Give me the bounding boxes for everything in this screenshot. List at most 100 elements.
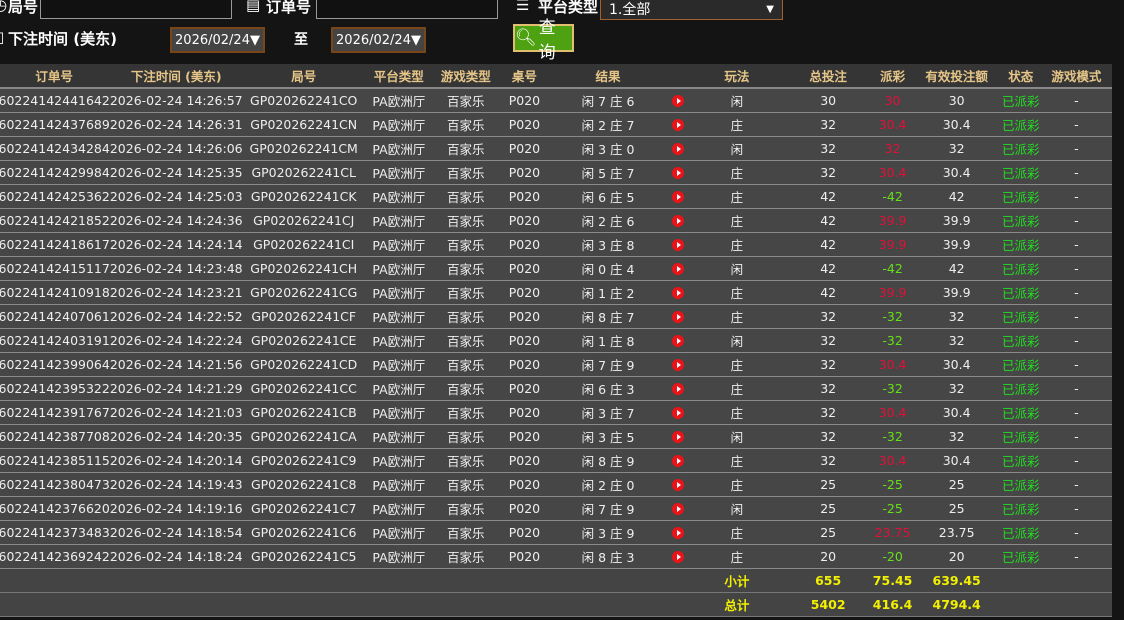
payout-cell: -25: [872, 472, 913, 497]
valid-bet-cell: 30: [912, 88, 1001, 113]
valid-bet-cell: 25: [912, 496, 1001, 521]
play-video-icon[interactable]: [672, 503, 685, 515]
play-video-icon[interactable]: [672, 527, 685, 539]
order-id-cell: 60224142391767: [0, 400, 110, 425]
bet-time-cell: 2026-02-24 14:24:14: [109, 232, 243, 257]
replay-cell: [665, 496, 691, 521]
play-video-icon[interactable]: [672, 335, 685, 347]
play-video-icon[interactable]: [672, 383, 685, 395]
status-cell: 已派彩: [1000, 304, 1041, 329]
bet-time-cell: 2026-02-24 14:23:48: [109, 256, 243, 281]
play-video-icon[interactable]: [672, 95, 685, 108]
column-header: 有效投注额: [912, 64, 1001, 89]
platform-cell: PA欧洲厅: [364, 208, 433, 233]
table-no-cell: P020: [498, 520, 551, 545]
play-video-icon[interactable]: [672, 479, 685, 491]
play-video-icon[interactable]: [672, 431, 685, 443]
platform-cell: PA欧洲厅: [364, 136, 433, 161]
total-bet-cell: 32: [783, 160, 873, 185]
result-cell: 闲 3 庄 5: [550, 424, 666, 449]
total-bet-cell: 25: [783, 520, 873, 545]
payout-cell: 39.9: [872, 232, 913, 257]
play-video-icon[interactable]: [672, 167, 685, 179]
play-video-icon[interactable]: [672, 287, 685, 299]
result-cell: 闲 1 庄 2: [550, 280, 666, 305]
platform-cell: PA欧洲厅: [364, 424, 433, 449]
play-video-icon[interactable]: [672, 359, 685, 371]
total-bet-cell: 42: [783, 208, 873, 233]
result-cell: 闲 3 庄 8: [550, 232, 666, 257]
round-id-cell: GP020262241CK: [242, 184, 365, 209]
column-header: 游戏类型: [432, 64, 499, 89]
round-icon: ◷: [0, 0, 8, 14]
payout-cell: 23.75: [872, 520, 913, 545]
platform-icon: ☰: [516, 0, 530, 14]
game-type-cell: 百家乐: [432, 136, 499, 161]
order-id-cell: 60224142421852: [0, 208, 110, 233]
order-id-cell: 60224142418617: [0, 232, 110, 257]
play-video-icon[interactable]: [672, 311, 685, 323]
total-bet-cell: 20: [783, 544, 873, 569]
platform-cell: PA欧洲厅: [364, 448, 433, 473]
date-to[interactable]: 2026/02/24▼: [331, 27, 426, 53]
result-cell: 闲 8 庄 7: [550, 304, 666, 329]
play-video-icon[interactable]: [672, 143, 685, 155]
game-mode-cell: -: [1040, 184, 1112, 209]
total-bet-cell: 32: [783, 424, 873, 449]
table-row: 60224142425362 2026-02-24 14:25:03 GP02026…: [0, 184, 1112, 209]
date-from[interactable]: 2026/02/24▼: [170, 27, 265, 53]
payout-cell: -42: [872, 184, 913, 209]
payout-cell: 30: [872, 88, 913, 113]
play-video-icon[interactable]: [672, 455, 685, 467]
platform-label: 平台类型: [538, 0, 599, 16]
replay-cell: [665, 304, 691, 329]
game-type-cell: 百家乐: [432, 352, 499, 377]
round-id-cell: GP020262241CF: [242, 304, 365, 329]
status-cell: 已派彩: [1000, 352, 1041, 377]
bet-type-cell: 闲: [690, 88, 784, 113]
order-id-cell: 60224142373483: [0, 520, 110, 545]
replay-cell: [665, 544, 691, 569]
order-icon: ▤: [246, 0, 261, 14]
game-type-cell: 百家乐: [432, 256, 499, 281]
game-mode-cell: -: [1040, 280, 1112, 305]
game-type-cell: 百家乐: [432, 424, 499, 449]
status-cell: 已派彩: [1000, 280, 1041, 305]
bet-type-cell: 庄: [690, 472, 784, 497]
bet-time-cell: 2026-02-24 14:22:52: [109, 304, 243, 329]
platform-select[interactable]: 1.全部 ▼: [600, 0, 783, 20]
to-label: 至: [294, 32, 308, 48]
table-row: 60224142434284 2026-02-24 14:26:06 GP02026…: [0, 136, 1112, 161]
bet-type-cell: 庄: [690, 304, 784, 329]
round-input[interactable]: [40, 0, 232, 19]
game-mode-cell: -: [1040, 256, 1112, 281]
bet-time-cell: 2026-02-24 14:20:14: [109, 448, 243, 473]
status-cell: 已派彩: [1000, 472, 1041, 497]
result-cell: 闲 5 庄 7: [550, 160, 666, 185]
play-video-icon[interactable]: [672, 215, 685, 227]
bet-time-cell: 2026-02-24 14:21:03: [109, 400, 243, 425]
column-header: 下注时间 (美东): [109, 64, 243, 89]
bet-time-cell: 2026-02-24 14:26:57: [109, 88, 243, 113]
status-cell: 已派彩: [1000, 520, 1041, 545]
play-video-icon[interactable]: [672, 119, 685, 131]
round-id-cell: GP020262241CJ: [242, 208, 365, 233]
query-button[interactable]: 🔍︎ 查询: [513, 18, 574, 63]
table-no-cell: P020: [498, 352, 551, 377]
result-cell: 闲 7 庄 6: [550, 88, 666, 113]
play-video-icon[interactable]: [672, 551, 685, 563]
play-video-icon[interactable]: [672, 239, 685, 251]
game-type-cell: 百家乐: [432, 208, 499, 233]
valid-bet-cell: 30.4: [912, 352, 1001, 377]
table-row: 60224142395322 2026-02-24 14:21:29 GP02026…: [0, 376, 1112, 401]
play-video-icon[interactable]: [672, 407, 685, 419]
bet-type-cell: 闲: [690, 328, 784, 353]
table-no-cell: P020: [498, 112, 551, 137]
play-video-icon[interactable]: [672, 191, 685, 203]
status-cell: 已派彩: [1000, 424, 1041, 449]
order-input[interactable]: [316, 0, 498, 19]
round-id-cell: GP020262241CO: [242, 88, 365, 113]
play-video-icon[interactable]: [672, 263, 685, 275]
subtotal-label: 小计: [690, 568, 784, 593]
platform-cell: PA欧洲厅: [364, 352, 433, 377]
